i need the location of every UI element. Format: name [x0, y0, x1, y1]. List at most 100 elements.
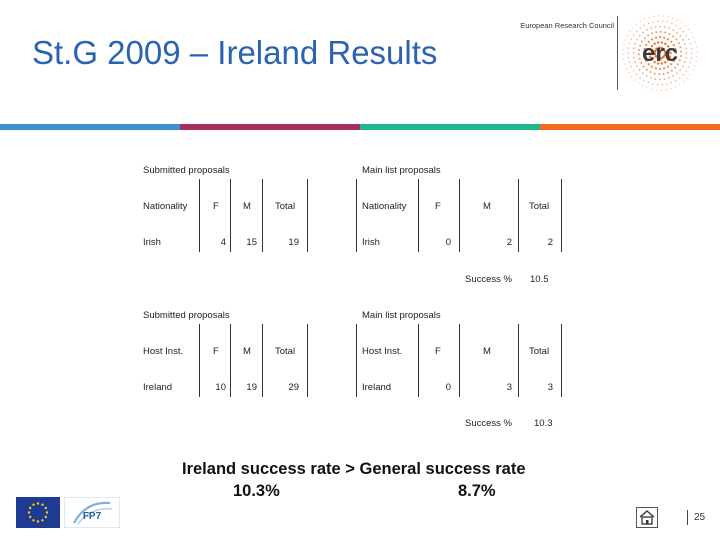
column-divider: [356, 179, 357, 252]
logo-dot: [643, 18, 646, 20]
logo-dot: [639, 27, 642, 29]
table1-row-m: 15: [246, 237, 257, 248]
eu-star: [32, 519, 35, 522]
logo-dot: [623, 44, 625, 46]
logo-dot: [658, 73, 661, 76]
logo-dot: [629, 30, 631, 33]
logo-dot: [653, 42, 656, 46]
logo-dot: [685, 70, 687, 72]
table1-right-header-total: Total: [529, 201, 550, 212]
logo-dot: [664, 60, 667, 64]
logo-dot: [645, 68, 648, 71]
logo-dot: [638, 57, 641, 60]
erc-logo: erc: [622, 15, 698, 91]
logo-dot: [695, 46, 698, 48]
logo-dot: [654, 36, 658, 39]
logo-dot: [676, 31, 679, 34]
logo-dot: [627, 47, 630, 49]
logo-dot: [663, 50, 667, 54]
logo-dot: [632, 51, 635, 54]
logo-dot: [635, 73, 638, 76]
color-band-purple: [180, 124, 360, 130]
logo-dot: [648, 48, 652, 51]
logo-dot: [670, 63, 673, 66]
conclusion-statement: Ireland success rate > General success r…: [182, 460, 526, 478]
logo-dot: [642, 65, 645, 68]
page-number: 25: [694, 512, 706, 523]
table1-right-row-total: 2: [547, 237, 553, 248]
logo-dot: [645, 43, 648, 47]
logo-dot: [647, 63, 650, 66]
logo-dot: [663, 78, 666, 81]
table1-right-header-f: F: [435, 201, 441, 212]
logo-dot: [647, 40, 650, 43]
table1-header-m: M: [243, 201, 251, 212]
logo-dot: [685, 34, 688, 37]
logo-dot: [652, 21, 654, 23]
column-divider: [459, 324, 460, 397]
logo-dot: [694, 65, 696, 67]
logo-dot: [660, 89, 663, 91]
logo-dot: [651, 32, 654, 35]
table1-row-label: Irish: [143, 237, 161, 248]
eu-star: [41, 503, 44, 506]
color-band-blue: [0, 124, 180, 130]
logo-dot: [650, 65, 654, 68]
logo-dot: [635, 23, 637, 26]
logo-dot: [641, 40, 644, 43]
logo-dot: [662, 55, 665, 59]
logo-dot: [679, 83, 681, 86]
logo-dot: [659, 30, 662, 33]
logo-dot: [679, 27, 681, 30]
table2-row-label: Ireland: [143, 382, 173, 393]
page-title: St.G 2009 – Ireland Results: [32, 34, 438, 71]
logo-dot: [680, 50, 683, 53]
column-divider: [418, 179, 419, 252]
logo-dot: [662, 48, 666, 51]
logo-dot: [651, 88, 653, 90]
logo-dot: [668, 77, 670, 79]
table1-right-header-m: M: [483, 201, 491, 212]
logo-dot: [682, 38, 684, 41]
logo-dot: [655, 89, 658, 91]
logo-dot: [671, 22, 673, 25]
logo-dot: [679, 69, 682, 72]
logo-dot: [649, 76, 652, 79]
logo-dot: [656, 62, 660, 65]
logo-dot: [676, 63, 679, 66]
logo-dot: [681, 65, 684, 68]
logo-dot: [624, 39, 626, 41]
logo-dot: [651, 83, 654, 85]
logo-dot: [666, 65, 670, 68]
fp7-logo-text: FP7: [83, 511, 102, 522]
table2-right-row-f: 0: [445, 382, 451, 393]
table2-row-f: 10: [215, 382, 226, 393]
logo-dot: [662, 15, 665, 17]
logo-dot: [634, 61, 636, 63]
logo-dot: [674, 51, 678, 55]
results-table-host-institution: Submitted proposals Main list proposals …: [143, 310, 562, 429]
table2-row-m: 19: [246, 382, 257, 393]
logo-dot: [674, 56, 677, 59]
logo-dot: [643, 55, 646, 59]
logo-dot: [684, 43, 686, 45]
logo-dot: [674, 86, 677, 88]
logo-dot: [675, 24, 677, 27]
home-icon[interactable]: [636, 507, 658, 528]
logo-dot: [663, 36, 666, 39]
logo-dot: [684, 25, 686, 27]
logo-dot: [645, 59, 648, 63]
logo-dot: [632, 69, 635, 72]
logo-dot: [639, 76, 641, 79]
logo-dot: [653, 60, 656, 64]
logo-dot: [639, 44, 642, 47]
logo-dot: [642, 31, 644, 34]
eu-star: [36, 502, 40, 505]
logo-dot: [653, 52, 657, 56]
column-divider: [459, 179, 460, 252]
logo-dot: [672, 75, 675, 77]
logo-dot: [630, 38, 633, 40]
logo-dot: [650, 44, 654, 48]
logo-dot: [679, 55, 682, 58]
logo-dot: [634, 42, 637, 45]
